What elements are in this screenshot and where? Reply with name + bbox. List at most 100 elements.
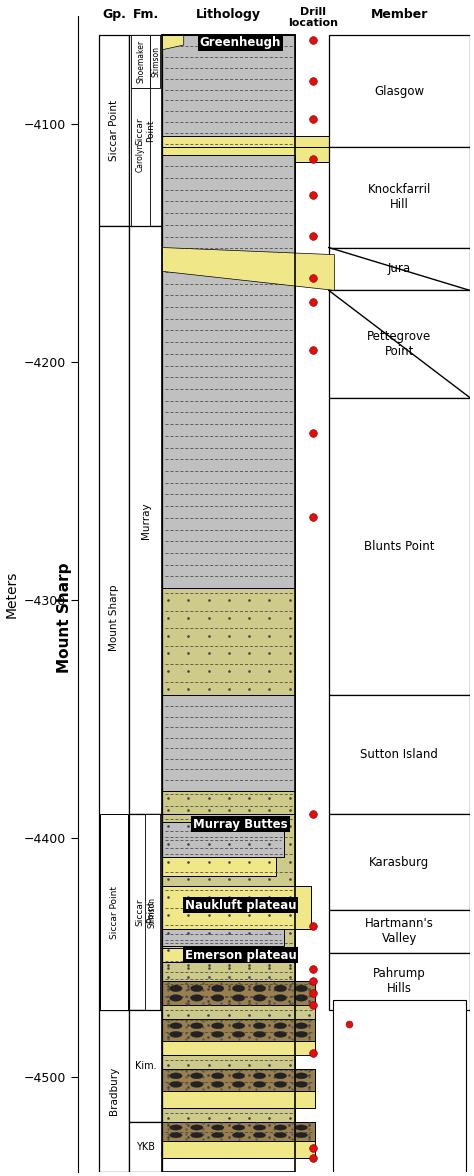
Bar	[162, 857, 276, 876]
Bar	[162, 929, 283, 946]
Bar	[338, 1077, 360, 1102]
Text: Mixed Mudst.
Sltst. Sandst.: Mixed Mudst. Sltst. Sandst.	[366, 1078, 435, 1101]
Bar	[131, 88, 150, 226]
Y-axis label: Meters: Meters	[4, 570, 18, 617]
Ellipse shape	[295, 995, 308, 1001]
Bar	[100, 815, 128, 1010]
Ellipse shape	[191, 1125, 203, 1130]
Ellipse shape	[232, 1073, 245, 1078]
Bar	[329, 695, 470, 815]
Bar	[329, 147, 470, 247]
Text: Siccar Point: Siccar Point	[109, 886, 118, 938]
Ellipse shape	[295, 1082, 308, 1088]
Ellipse shape	[253, 995, 266, 1001]
Text: Murray: Murray	[140, 502, 151, 539]
Bar	[129, 35, 162, 226]
Text: Lithology: Lithology	[196, 8, 261, 21]
Bar	[162, 1141, 315, 1157]
Text: Knockfarril
Hill: Knockfarril Hill	[368, 183, 431, 212]
Text: Stimson: Stimson	[152, 46, 161, 78]
Bar	[162, 1122, 315, 1141]
Bar	[162, 790, 295, 815]
Ellipse shape	[211, 1023, 224, 1029]
Bar	[338, 1045, 360, 1069]
Ellipse shape	[232, 995, 245, 1001]
Text: Jura: Jura	[388, 262, 411, 275]
Bar	[162, 1122, 315, 1141]
Polygon shape	[162, 35, 184, 49]
Bar	[162, 1041, 315, 1055]
Bar	[329, 397, 470, 695]
Text: Drill
location: Drill location	[288, 7, 338, 28]
Bar	[338, 1143, 360, 1167]
Ellipse shape	[274, 1082, 287, 1088]
Ellipse shape	[211, 1125, 224, 1130]
Bar	[162, 1005, 315, 1020]
Bar	[162, 1122, 315, 1141]
Bar	[329, 247, 470, 290]
Ellipse shape	[253, 1125, 266, 1130]
Ellipse shape	[274, 1073, 287, 1078]
Ellipse shape	[346, 1156, 358, 1163]
Ellipse shape	[211, 1031, 224, 1037]
Text: Bradbury: Bradbury	[109, 1067, 119, 1115]
Ellipse shape	[274, 1125, 287, 1130]
Bar	[162, 886, 311, 929]
Text: Blunts Point: Blunts Point	[364, 540, 435, 553]
Ellipse shape	[274, 985, 287, 991]
Text: Mount Sharp: Mount Sharp	[57, 562, 72, 673]
Ellipse shape	[253, 985, 266, 991]
Ellipse shape	[340, 1147, 353, 1154]
Bar	[162, 147, 331, 162]
Bar	[162, 1108, 295, 1122]
Ellipse shape	[295, 1125, 308, 1130]
Polygon shape	[162, 247, 335, 290]
Ellipse shape	[170, 995, 182, 1001]
Text: Greenheugh: Greenheugh	[200, 36, 281, 49]
Text: Glasgow: Glasgow	[374, 85, 424, 98]
Ellipse shape	[170, 1125, 182, 1130]
Ellipse shape	[232, 1082, 245, 1088]
Ellipse shape	[191, 1031, 203, 1037]
Bar	[162, 962, 295, 981]
Ellipse shape	[170, 1073, 182, 1078]
Ellipse shape	[253, 1031, 266, 1037]
Ellipse shape	[253, 1132, 266, 1138]
Bar	[329, 815, 470, 910]
Bar	[338, 1143, 360, 1167]
Bar	[329, 953, 470, 1010]
Bar	[162, 35, 295, 154]
FancyBboxPatch shape	[333, 1001, 466, 1176]
Bar	[129, 1010, 162, 1122]
Bar	[338, 1110, 360, 1135]
Bar	[329, 35, 470, 147]
Ellipse shape	[295, 1132, 308, 1138]
Text: YKB: YKB	[136, 1142, 155, 1151]
Ellipse shape	[211, 1132, 224, 1138]
Text: Mudstone: Mudstone	[366, 1051, 417, 1062]
Ellipse shape	[274, 1031, 287, 1037]
Ellipse shape	[253, 1082, 266, 1088]
Bar	[162, 1020, 315, 1041]
Bar	[162, 588, 295, 695]
Ellipse shape	[211, 995, 224, 1001]
Bar	[162, 1020, 315, 1041]
Bar	[129, 815, 162, 1010]
Bar	[162, 981, 315, 1005]
Text: Fm.: Fm.	[132, 8, 159, 21]
Bar	[162, 154, 295, 588]
Ellipse shape	[295, 1073, 308, 1078]
Text: Karasburg: Karasburg	[369, 856, 429, 869]
Bar	[162, 1069, 315, 1091]
Ellipse shape	[170, 985, 182, 991]
Ellipse shape	[295, 985, 308, 991]
Ellipse shape	[232, 1031, 245, 1037]
Text: Conglomerate: Conglomerate	[366, 1150, 440, 1161]
Ellipse shape	[232, 1023, 245, 1029]
Ellipse shape	[211, 1082, 224, 1088]
Ellipse shape	[232, 985, 245, 991]
Bar	[162, 1055, 295, 1069]
Text: Sandstone: Sandstone	[366, 1117, 421, 1128]
Ellipse shape	[253, 1023, 266, 1029]
Bar	[146, 815, 160, 1010]
